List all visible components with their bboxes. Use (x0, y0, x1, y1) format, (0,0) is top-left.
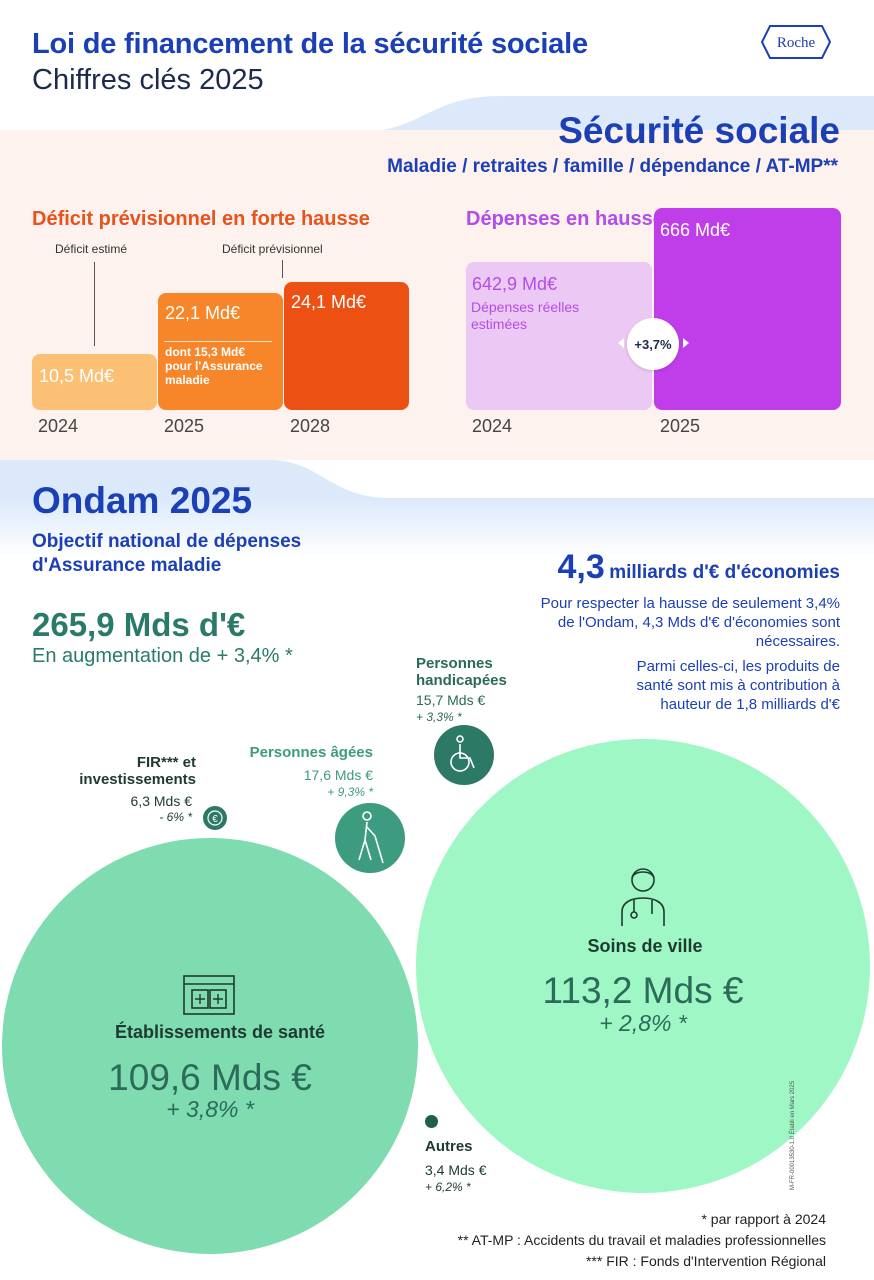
handi-label: Personnes handicapées (416, 655, 507, 689)
deficit-value-2025: 22,1 Md€ (165, 303, 241, 323)
depenses-bar-2024 (466, 262, 652, 410)
roche-logo: Roche (760, 24, 832, 60)
circle-autres (425, 1115, 438, 1128)
growth-badge: +3,7% (627, 318, 679, 370)
deficit-title: Déficit prévisionnel en forte hausse (32, 208, 370, 230)
economies-paragraph-2: Parmi celles-ci, les produits de santé s… (636, 658, 840, 713)
etab-label: Établissements de santé (114, 1022, 326, 1042)
label-deficit-previsionnel: Déficit prévisionnel (222, 242, 323, 256)
ondam-title: Ondam 2025 (32, 480, 253, 521)
ondam-augmentation: En augmentation de + 3,4% * (32, 645, 293, 667)
arrow-left-icon (618, 338, 624, 348)
depenses-year-2024: 2024 (472, 416, 513, 436)
depenses-2024-note: Dépenses réelles estimées (471, 299, 580, 332)
ondam-wave (0, 460, 874, 508)
deficit-bar-2028 (284, 282, 409, 410)
handi-amount: 15,7 Mds € (416, 692, 486, 708)
deficit-bar-2024 (32, 354, 157, 410)
page-subtitle: Chiffres clés 2025 (32, 64, 264, 96)
depenses-title: Dépenses en hausses (466, 208, 675, 230)
economies-label: milliards d'€ d'économies (609, 562, 840, 583)
etab-pct: + 3,8% * (166, 1096, 254, 1122)
circle-etablissements (2, 838, 418, 1254)
fir-label: FIR*** et investissements (79, 754, 196, 788)
deficit-2025-note: dont 15,3 Md€ pour l'Assurance maladie (165, 345, 263, 387)
side-reference: M-FR-00013530-1.0 Établi en Mars 2025 (790, 1080, 796, 1190)
agees-amount: 17,6 Mds € (303, 767, 373, 783)
ville-amount: 113,2 Mds € (542, 970, 744, 1011)
fir-pct: - 6% * (159, 810, 192, 824)
deficit-year-2025: 2025 (164, 416, 205, 436)
agees-pct: + 9,3% * (327, 785, 373, 799)
doctor-icon (621, 868, 665, 926)
arrow-right-icon (683, 338, 689, 348)
euro-icon: € (207, 810, 223, 826)
deficit-year-2028: 2028 (290, 416, 331, 436)
ondam-subtitle: Objectif national de dépenses d'Assuranc… (32, 531, 302, 576)
depenses-bar-2025 (654, 208, 841, 410)
deficit-year-2024: 2024 (38, 416, 79, 436)
depenses-year-2025: 2025 (660, 416, 701, 436)
ville-pct: + 2,8% * (599, 1010, 687, 1036)
ondam-amount: 265,9 Mds d'€ (32, 606, 246, 643)
circle-handicap (434, 725, 494, 785)
footnote-1: * par rapport à 2024 (701, 1211, 826, 1227)
economies-number: 4,3 (557, 548, 605, 586)
hospital-icon (183, 975, 235, 1015)
logo-text: Roche (777, 35, 816, 51)
circle-fir (203, 806, 227, 830)
economies-header: 4,3 milliards d'€ d'économies (558, 548, 841, 587)
agees-label: Personnes âgées (249, 744, 373, 761)
autres-amount: 3,4 Mds € (425, 1162, 487, 1178)
circle-soins-de-ville (416, 739, 870, 1193)
deficit-value-2028: 24,1 Md€ (291, 292, 367, 312)
footnote-2: ** AT-MP : Accidents du travail et malad… (457, 1232, 826, 1248)
ville-label: Soins de ville (587, 936, 703, 956)
section-title-securite: Sécurité sociale (558, 110, 840, 151)
deficit-value-2024: 10,5 Md€ (39, 366, 115, 386)
section-subtitle-securite: Maladie / retraites / famille / dépendan… (387, 156, 838, 177)
elderly-person-icon (358, 811, 384, 864)
autres-pct: + 6,2% * (425, 1180, 471, 1194)
deficit-bar-2025 (158, 293, 283, 410)
etab-amount: 109,6 Mds € (108, 1057, 312, 1098)
wheelchair-icon (450, 735, 475, 772)
footnote-3: *** FIR : Fonds d'Intervention Régional (585, 1253, 826, 1269)
circle-agees (335, 803, 405, 873)
depenses-value-2024: 642,9 Md€ (472, 274, 558, 294)
depenses-value-2025: 666 Md€ (660, 220, 731, 240)
label-deficit-estime: Déficit estimé (55, 242, 128, 256)
autres-label: Autres (425, 1138, 473, 1155)
page-title: Loi de financement de la sécurité social… (32, 28, 588, 60)
svg-text:€: € (212, 814, 218, 825)
fir-amount: 6,3 Mds € (130, 793, 192, 809)
handi-pct: + 3,3% * (416, 710, 462, 724)
economies-paragraph-1: Pour respecter la hausse de seulement 3,… (540, 595, 840, 650)
